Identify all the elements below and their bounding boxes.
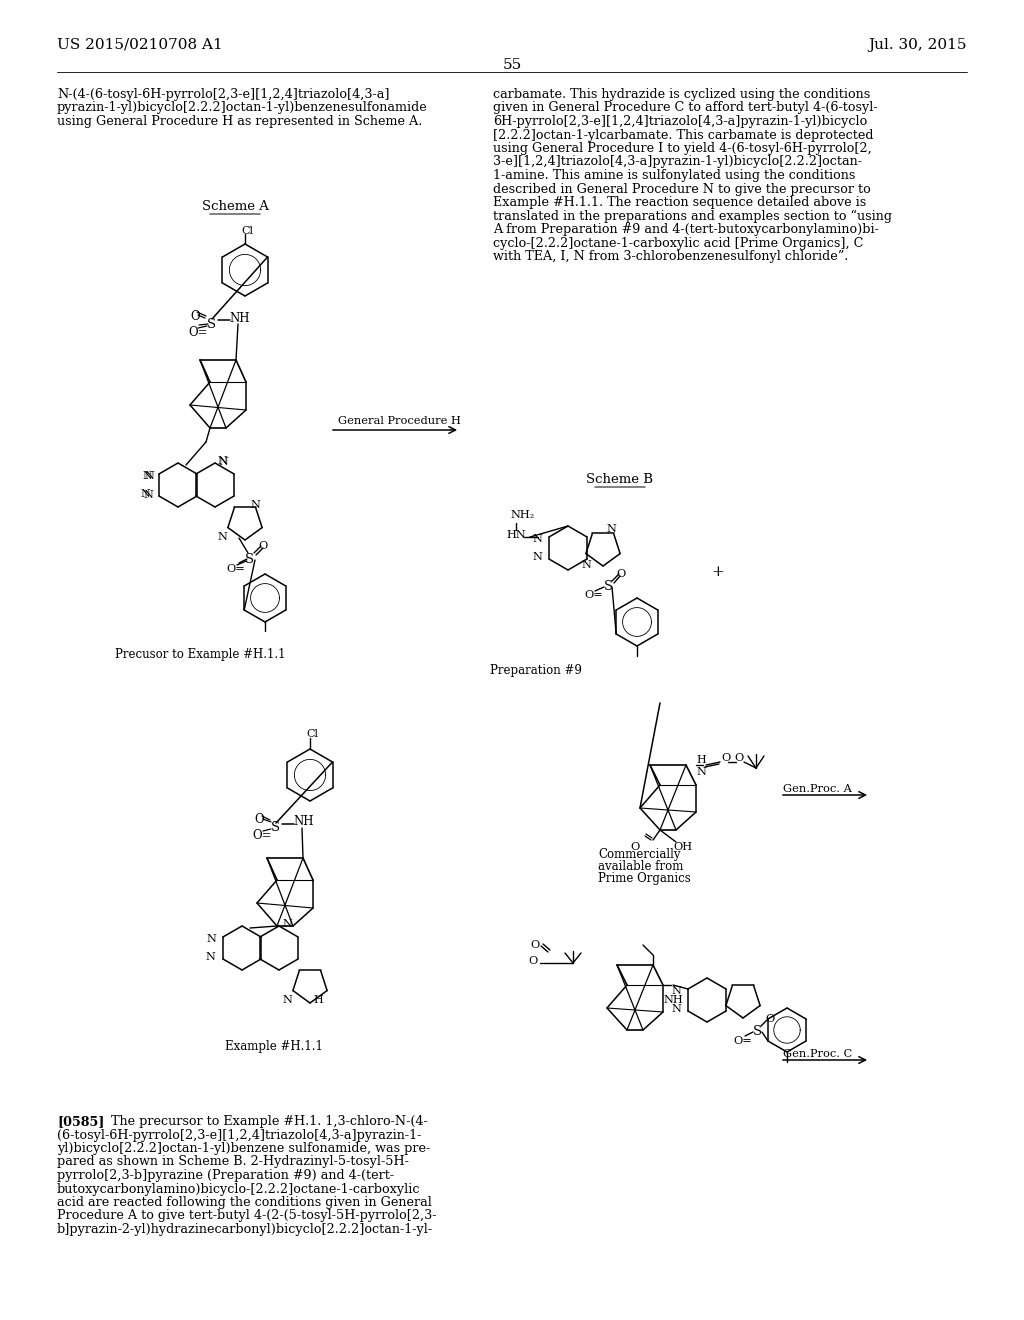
Text: b]pyrazin-2-yl)hydrazinecarbonyl)bicyclo[2.2.2]octan-1-yl-: b]pyrazin-2-yl)hydrazinecarbonyl)bicyclo…	[57, 1224, 433, 1236]
Text: O: O	[258, 541, 267, 550]
Text: N: N	[250, 500, 260, 510]
Text: O=: O=	[733, 1036, 752, 1045]
Text: N: N	[144, 471, 154, 480]
Text: N-(4-(6-tosyl-6H-pyrrolo[2,3-e][1,2,4]triazolo[4,3-a]: N-(4-(6-tosyl-6H-pyrrolo[2,3-e][1,2,4]tr…	[57, 88, 389, 102]
Text: (6-tosyl-6H-pyrrolo[2,3-e][1,2,4]triazolo[4,3-a]pyrazin-1-: (6-tosyl-6H-pyrrolo[2,3-e][1,2,4]triazol…	[57, 1129, 421, 1142]
Text: N: N	[140, 488, 150, 499]
Text: acid are reacted following the conditions given in General: acid are reacted following the condition…	[57, 1196, 432, 1209]
Text: described in General Procedure N to give the precursor to: described in General Procedure N to give…	[493, 182, 870, 195]
Text: [2.2.2]octan-1-ylcarbamate. This carbamate is deprotected: [2.2.2]octan-1-ylcarbamate. This carbama…	[493, 128, 873, 141]
Text: given in General Procedure C to afford tert-butyl 4-(6-tosyl-: given in General Procedure C to afford t…	[493, 102, 878, 115]
Text: Scheme A: Scheme A	[202, 201, 268, 213]
Text: US 2015/0210708 A1: US 2015/0210708 A1	[57, 38, 223, 51]
Text: O: O	[734, 752, 743, 763]
Text: O: O	[630, 842, 639, 851]
Text: N: N	[217, 455, 227, 466]
Text: NH: NH	[663, 995, 683, 1005]
Text: translated in the preparations and examples section to “using: translated in the preparations and examp…	[493, 210, 892, 223]
Text: N: N	[206, 935, 216, 944]
Text: OH: OH	[673, 842, 692, 851]
Text: S: S	[207, 318, 216, 331]
Text: N: N	[696, 767, 706, 777]
Text: N: N	[142, 471, 152, 480]
Text: N: N	[671, 1005, 681, 1014]
Text: Cl: Cl	[306, 729, 318, 739]
Text: O: O	[254, 813, 263, 826]
Text: Cl: Cl	[241, 226, 253, 236]
Text: NH₂: NH₂	[510, 510, 535, 520]
Text: O=: O=	[188, 326, 208, 339]
Text: N: N	[671, 986, 681, 997]
Text: Scheme B: Scheme B	[587, 473, 653, 486]
Text: N: N	[217, 532, 227, 543]
Text: O: O	[528, 956, 538, 966]
Text: N: N	[143, 490, 153, 500]
Text: N: N	[282, 919, 292, 929]
Text: General Procedure H: General Procedure H	[338, 416, 461, 426]
Text: Example #H.1.1. The reaction sequence detailed above is: Example #H.1.1. The reaction sequence de…	[493, 195, 866, 209]
Text: S: S	[245, 553, 254, 566]
Text: NH: NH	[293, 814, 313, 828]
Text: S: S	[753, 1026, 762, 1038]
Text: N: N	[532, 535, 542, 544]
Text: pyrrolo[2,3-b]pyrazine (Preparation #9) and 4-(tert-: pyrrolo[2,3-b]pyrazine (Preparation #9) …	[57, 1170, 394, 1181]
Text: N: N	[532, 552, 542, 562]
Text: O: O	[616, 569, 626, 579]
Text: H: H	[313, 995, 323, 1005]
Text: pared as shown in Scheme B. 2-Hydrazinyl-5-tosyl-5H-: pared as shown in Scheme B. 2-Hydrazinyl…	[57, 1155, 409, 1168]
Text: butoxycarbonylamino)bicyclo-[2.2.2]octane-1-carboxylic: butoxycarbonylamino)bicyclo-[2.2.2]octan…	[57, 1183, 421, 1196]
Text: Example #H.1.1: Example #H.1.1	[225, 1040, 323, 1053]
Text: O: O	[190, 310, 200, 323]
Text: [0585]: [0585]	[57, 1115, 104, 1129]
Text: O: O	[530, 940, 540, 950]
Text: N: N	[606, 524, 615, 535]
Text: N: N	[218, 457, 227, 467]
Text: Prime Organics: Prime Organics	[598, 873, 691, 884]
Text: O=: O=	[252, 829, 271, 842]
Text: The precursor to Example #H.1. 1,3-chloro-N-(4-: The precursor to Example #H.1. 1,3-chlor…	[99, 1115, 428, 1129]
Text: carbamate. This hydrazide is cyclized using the conditions: carbamate. This hydrazide is cyclized us…	[493, 88, 870, 102]
Text: O=: O=	[584, 590, 603, 601]
Text: cyclo-[2.2.2]octane-1-carboxylic acid [Prime Organics], C: cyclo-[2.2.2]octane-1-carboxylic acid [P…	[493, 236, 863, 249]
Text: Gen.Proc. A: Gen.Proc. A	[783, 784, 852, 795]
Text: A from Preparation #9 and 4-(tert-butoxycarbonylamino)bi-: A from Preparation #9 and 4-(tert-butoxy…	[493, 223, 879, 236]
Text: HN: HN	[506, 531, 525, 540]
Text: O: O	[765, 1014, 774, 1024]
Text: S: S	[604, 579, 613, 593]
Text: Precusor to Example #H.1.1: Precusor to Example #H.1.1	[115, 648, 286, 661]
Text: Jul. 30, 2015: Jul. 30, 2015	[868, 38, 967, 51]
Text: yl)bicyclo[2.2.2]octan-1-yl)benzene sulfonamide, was pre-: yl)bicyclo[2.2.2]octan-1-yl)benzene sulf…	[57, 1142, 430, 1155]
Text: O=: O=	[226, 564, 245, 574]
Text: N: N	[205, 952, 215, 962]
Text: Procedure A to give tert-butyl 4-(2-(5-tosyl-5H-pyrrolo[2,3-: Procedure A to give tert-butyl 4-(2-(5-t…	[57, 1209, 436, 1222]
Text: 1-amine. This amine is sulfonylated using the conditions: 1-amine. This amine is sulfonylated usin…	[493, 169, 855, 182]
Text: Gen.Proc. C: Gen.Proc. C	[783, 1049, 852, 1059]
Text: N: N	[581, 560, 591, 570]
Text: O: O	[721, 752, 730, 763]
Text: with TEA, I, N from 3-chlorobenzenesulfonyl chloride”.: with TEA, I, N from 3-chlorobenzenesulfo…	[493, 249, 848, 263]
Text: using General Procedure I to yield 4-(6-tosyl-6H-pyrrolo[2,: using General Procedure I to yield 4-(6-…	[493, 143, 871, 154]
Text: pyrazin-1-yl)bicyclo[2.2.2]octan-1-yl)benzenesulfonamide: pyrazin-1-yl)bicyclo[2.2.2]octan-1-yl)be…	[57, 102, 428, 115]
Text: N: N	[282, 995, 292, 1005]
Text: using General Procedure H as represented in Scheme A.: using General Procedure H as represented…	[57, 115, 422, 128]
Text: Preparation #9: Preparation #9	[490, 664, 582, 677]
Text: +: +	[712, 565, 724, 579]
Text: 3-e][1,2,4]triazolo[4,3-a]pyrazin-1-yl)bicyclo[2.2.2]octan-: 3-e][1,2,4]triazolo[4,3-a]pyrazin-1-yl)b…	[493, 156, 862, 169]
Text: H: H	[696, 755, 706, 766]
Text: 55: 55	[503, 58, 521, 73]
Text: S: S	[271, 821, 281, 834]
Text: 6H-pyrrolo[2,3-e][1,2,4]triazolo[4,3-a]pyrazin-1-yl)bicyclo: 6H-pyrrolo[2,3-e][1,2,4]triazolo[4,3-a]p…	[493, 115, 867, 128]
Text: available from: available from	[598, 861, 683, 873]
Text: Commercially: Commercially	[598, 847, 681, 861]
Text: NH: NH	[229, 312, 250, 325]
